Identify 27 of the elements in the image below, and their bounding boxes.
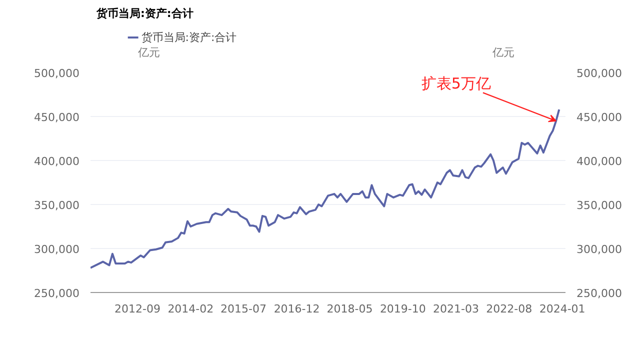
x-tick-label: 2019-10 [380,302,426,316]
x-tick-label: 2024-01 [539,302,586,316]
x-tick-label: 2012-09 [114,302,160,316]
y2-tick-label: 250,000 [576,287,622,300]
x-tick-label: 2022-08 [486,302,532,316]
y-tick-label: 250,000 [34,287,80,300]
y-tick-label: 450,000 [34,111,80,124]
legend-label: 货币当局:资产:合计 [141,31,237,44]
x-tick-label: 2018-05 [326,302,373,316]
y-tick-label: 400,000 [34,155,80,168]
y2-tick-label: 500,000 [576,67,622,80]
y-tick-label: 300,000 [34,243,80,256]
y2-axis-title: 亿元 [492,46,515,59]
annotation: 扩表5万亿 [421,74,491,93]
y2-tick-label: 350,000 [576,199,622,212]
y2-tick-label: 300,000 [576,243,622,256]
x-tick-label: 2014-02 [168,302,214,316]
y-tick-label: 500,000 [34,67,80,80]
x-tick-label: 2016-12 [274,302,320,316]
chart-title: 货币当局:资产:合计 [95,7,194,20]
y2-tick-label: 400,000 [576,155,622,168]
y-tick-label: 350,000 [34,199,80,212]
line-series [90,108,560,269]
y-axis-title: 亿元 [136,46,160,59]
x-tick-label: 2015-07 [220,302,267,316]
y2-tick-label: 450,000 [576,111,622,124]
x-tick-label: 2021-03 [433,302,479,316]
